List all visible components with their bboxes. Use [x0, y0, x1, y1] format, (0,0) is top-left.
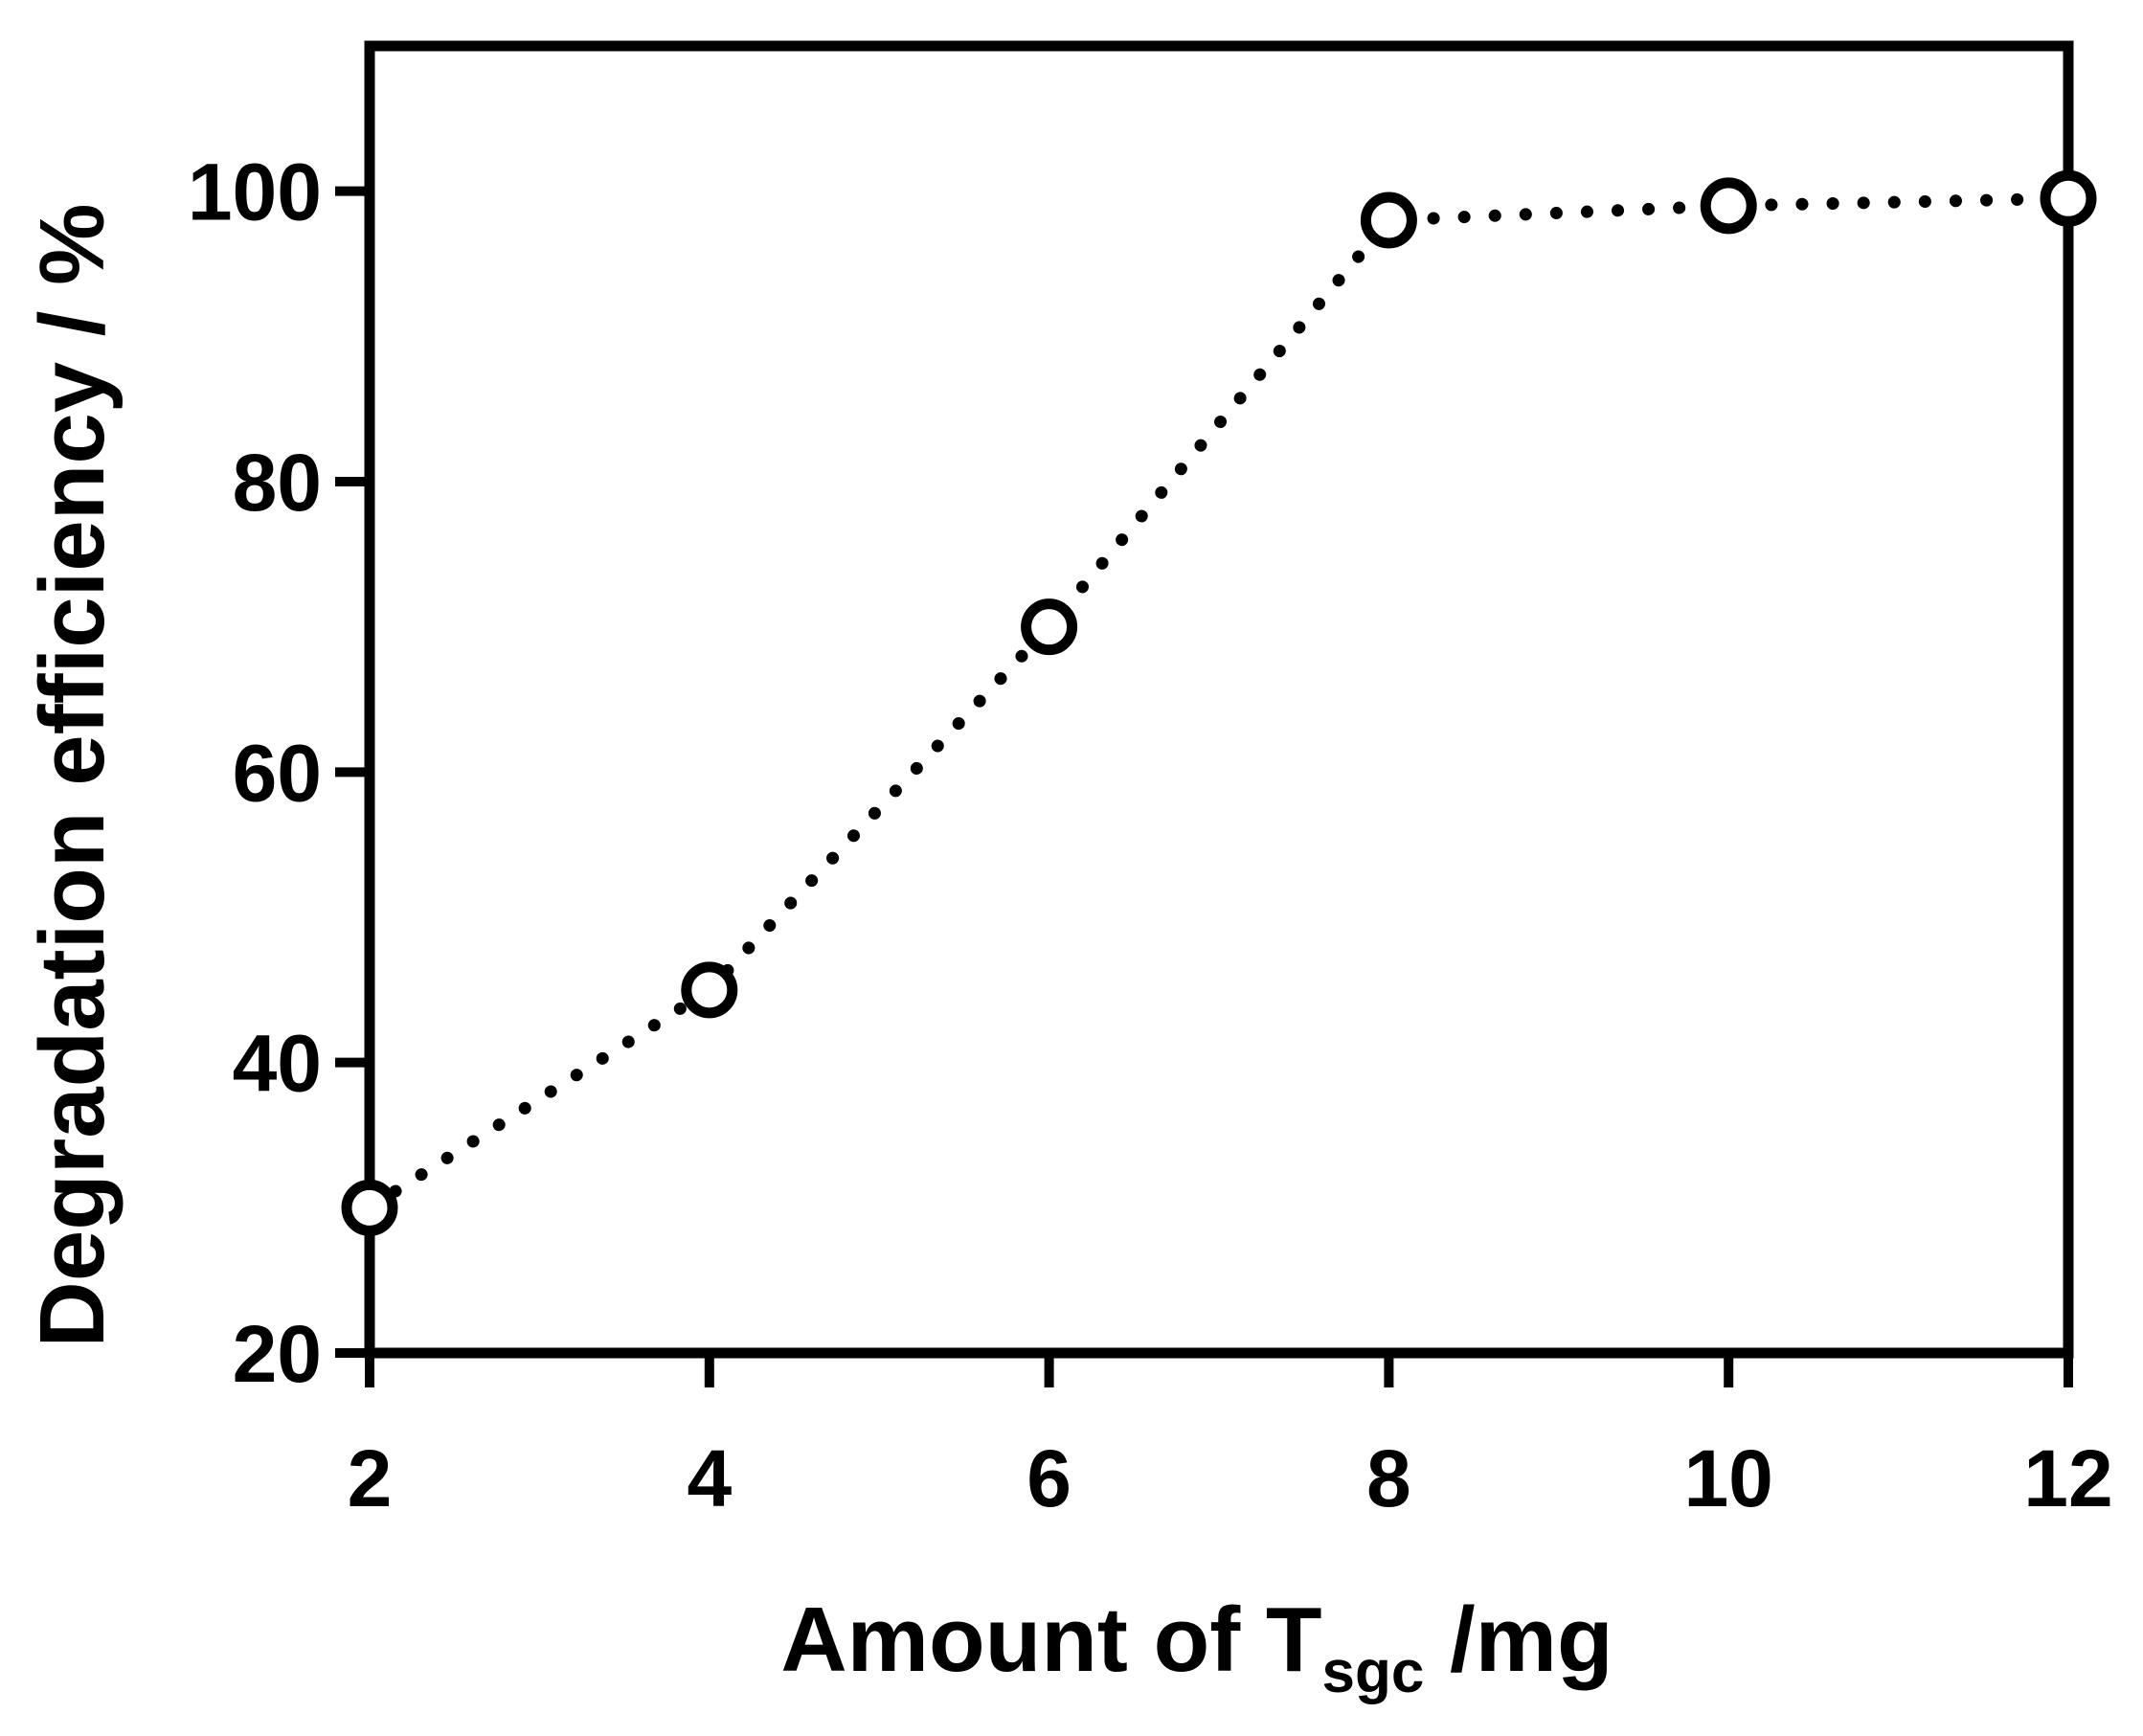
y-tick-label: 100	[188, 147, 322, 237]
series-line	[363, 192, 2075, 1214]
x-axis-title-main: Amount of T	[780, 1589, 1321, 1691]
y-axis-ticks: 20 40 60 80 100	[188, 147, 370, 1399]
x-tick-label: 8	[1366, 1433, 1411, 1523]
data-point	[341, 1179, 398, 1236]
x-axis-title-suffix: /mg	[1424, 1589, 1613, 1691]
x-tick-label: 4	[687, 1433, 732, 1523]
series-layer	[341, 169, 2097, 1236]
y-tick-label: 40	[233, 1019, 322, 1109]
plot-frame	[364, 40, 2074, 1359]
x-tick-label: 6	[1026, 1433, 1072, 1523]
x-tick-label: 2	[348, 1433, 393, 1523]
x-axis-title: Amount of Tsgc /mg	[780, 1589, 1613, 1705]
x-axis-title-subscript: sgc	[1321, 1639, 1424, 1705]
data-point	[1360, 192, 1417, 249]
data-point	[1700, 177, 1757, 235]
y-tick-label: 80	[233, 438, 322, 528]
plot-area-border	[364, 40, 2074, 1359]
x-axis-ticks: 2 4 6 8 10 12	[348, 1353, 2113, 1523]
y-tick-label: 60	[233, 728, 322, 818]
data-point	[681, 961, 738, 1019]
y-tick-label: 20	[233, 1309, 322, 1399]
data-point	[2040, 169, 2097, 227]
data-point	[1021, 598, 1078, 656]
x-tick-label: 10	[1683, 1433, 1772, 1523]
x-tick-label: 12	[2023, 1433, 2112, 1523]
y-axis-title: Degradation efficiency / %	[21, 204, 124, 1348]
